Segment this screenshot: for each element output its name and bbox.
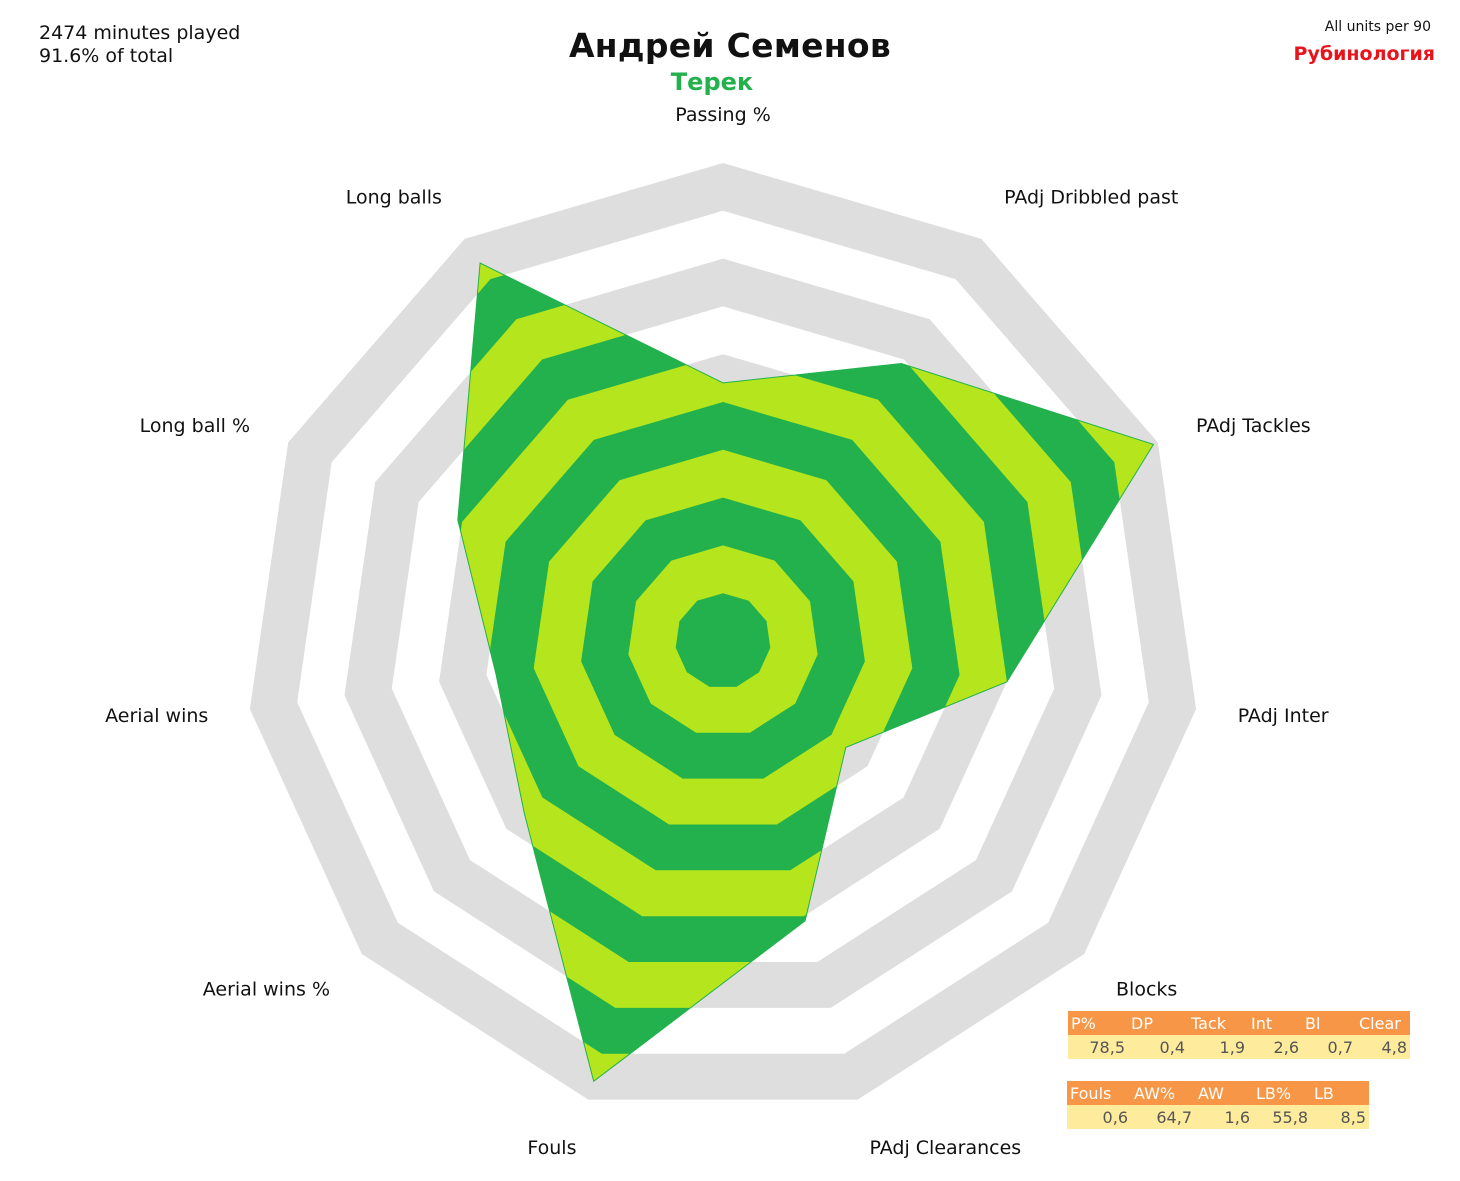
axis-label: Blocks [1116,979,1177,1001]
value-cell: 64,7 [1131,1105,1195,1129]
data-ring [675,593,771,687]
axis-label: Long balls [346,187,442,209]
data-polygon-outline [457,262,1155,1083]
value-cell: 1,6 [1195,1105,1253,1129]
data-outline [457,262,1155,1083]
minutes-share: 91.6% of total [39,45,174,67]
header-cell: LB% [1253,1081,1311,1105]
header-cell: AW% [1131,1081,1195,1105]
brand-logo-text: Рубинология [1293,43,1435,65]
axis-label: Aerial wins % [203,979,330,1001]
header-cell: Fouls [1067,1081,1131,1105]
header-cell: Clear [1356,1011,1410,1035]
value-cell: 0,6 [1067,1105,1131,1129]
value-cell: 78,5 [1068,1035,1128,1059]
header-cell: Tack [1188,1011,1248,1035]
stats-table-aerial: Fouls AW% AW LB% LB 0,6 64,7 1,6 55,8 8,… [1067,1081,1369,1129]
stats-table-defense: P% DP Tack Int Bl Clear 78,5 0,4 1,9 2,6… [1068,1011,1410,1059]
axis-label: PAdj Tackles [1196,415,1311,437]
minutes-played: 2474 minutes played [39,22,241,44]
header-cell: DP [1128,1011,1188,1035]
value-cell: 8,5 [1311,1105,1369,1129]
stats-header-row: P% DP Tack Int Bl Clear [1068,1011,1410,1035]
value-cell: 2,6 [1248,1035,1302,1059]
value-cell: 55,8 [1253,1105,1311,1129]
value-cell: 0,7 [1302,1035,1356,1059]
value-cell: 4,8 [1356,1035,1410,1059]
axis-label: PAdj Inter [1238,705,1329,727]
axis-label: Fouls [527,1137,576,1159]
stats-value-row: 78,5 0,4 1,9 2,6 0,7 4,8 [1068,1035,1410,1059]
stats-header-row: Fouls AW% AW LB% LB [1067,1081,1369,1105]
value-cell: 0,4 [1128,1035,1188,1059]
player-name: Андрей Семенов [568,26,892,65]
header-cell: P% [1068,1011,1128,1035]
axis-label: PAdj Clearances [870,1137,1022,1159]
header-cell: Bl [1302,1011,1356,1035]
team-name: Терек [670,68,754,96]
axis-label: Passing % [675,104,771,126]
axis-label: Long ball % [140,415,250,437]
header-cell: AW [1195,1081,1253,1105]
axis-label: PAdj Dribbled past [1004,187,1178,209]
header-cell: Int [1248,1011,1302,1035]
stats-value-row: 0,6 64,7 1,6 55,8 8,5 [1067,1105,1369,1129]
minutes-info: 2474 minutes played 91.6% of total [39,22,240,68]
units-note: All units per 90 [1324,19,1431,35]
axis-labels: Passing % PAdj Dribbled past PAdj Tackles P… [105,104,1329,1159]
header-cell: LB [1311,1081,1369,1105]
axis-label: Aerial wins [105,705,208,727]
value-cell: 1,9 [1188,1035,1248,1059]
